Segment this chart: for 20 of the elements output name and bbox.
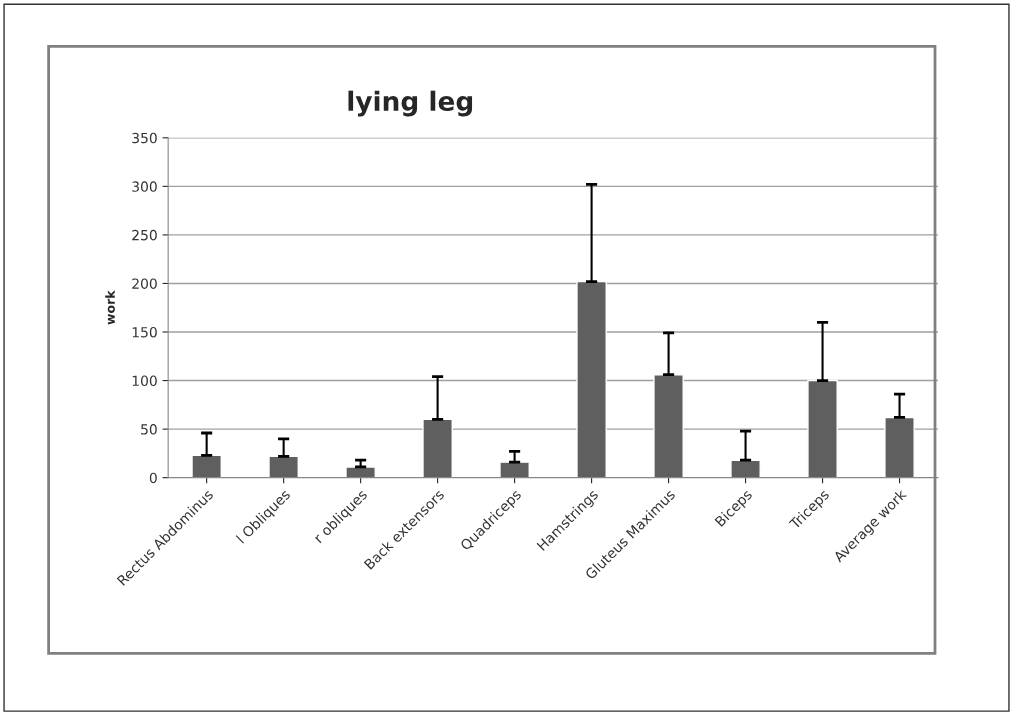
y-tick-label: 50 xyxy=(141,424,157,435)
bar xyxy=(730,459,761,478)
bar xyxy=(499,461,530,478)
y-tick-label: 300 xyxy=(132,181,157,192)
y-tick-label: 250 xyxy=(132,229,157,241)
y-tick-label: 350 xyxy=(132,132,157,144)
y-tick-label: 150 xyxy=(132,326,157,338)
y-tick-label: 100 xyxy=(132,375,157,387)
y-tick-label: 0 xyxy=(149,472,157,484)
bar xyxy=(653,374,684,478)
bar xyxy=(576,280,607,478)
y-axis-title: work xyxy=(105,290,115,325)
bar xyxy=(345,466,376,478)
chart-title: lying leg xyxy=(348,90,473,117)
bar xyxy=(268,455,299,478)
bar xyxy=(807,379,838,478)
y-tick-label: 200 xyxy=(132,278,157,289)
bar xyxy=(422,418,453,478)
bar xyxy=(884,416,915,478)
bar xyxy=(191,454,222,478)
